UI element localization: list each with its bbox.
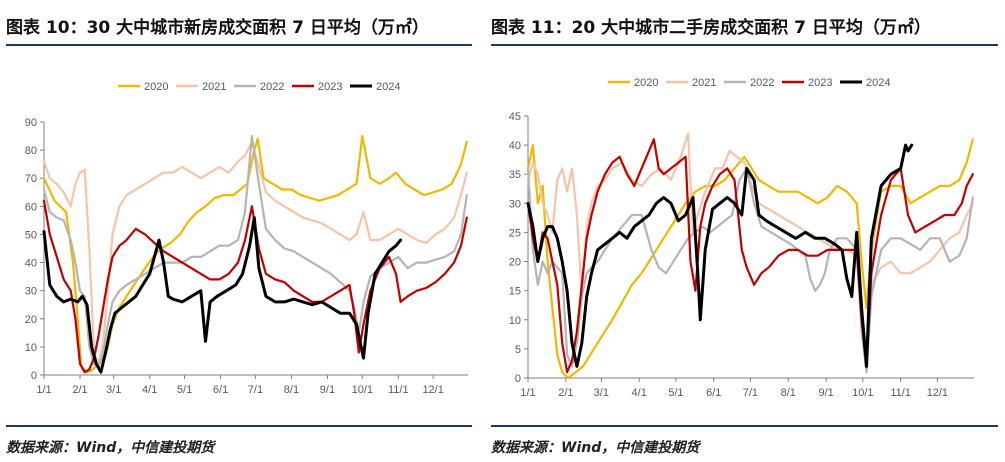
x-tick-label: 5/1 [177,384,192,396]
y-tick-label: 45 [509,111,521,123]
y-tick-label: 30 [25,286,37,298]
legend-label-2024: 2024 [866,77,890,89]
bottom-rule [491,425,998,427]
source-note: 数据来源：Wind，中信建投期货 [6,440,215,456]
y-tick-label: 15 [509,286,521,298]
y-tick-label: 60 [25,201,37,213]
y-tick-label: 90 [25,117,37,129]
x-tick-label: 1/1 [36,384,51,396]
legend-label-2022: 2022 [750,77,774,89]
y-tick-label: 50 [25,229,37,241]
chart-title: 图表 11：20 大中城市二手房成交面积 7 日平均（万㎡） [491,18,931,38]
bottom-rule [6,425,472,427]
x-tick-label: 10/1 [852,387,873,399]
title-rule [6,44,472,46]
series-line-2023 [42,199,468,374]
legend-label-2020: 2020 [634,77,658,89]
legend-label-2021: 2021 [202,81,226,93]
legend-label-2024: 2024 [376,81,400,93]
series-line-2022 [42,135,468,368]
y-tick-label: 20 [25,314,37,326]
y-tick-label: 25 [509,227,521,239]
series-line-2020 [42,135,468,374]
y-tick-label: 80 [25,145,37,157]
x-tick-label: 11/1 [890,387,911,399]
new-house-chart: 0 10 20 30 40 50 60 70 80 90 1/1 2/1 3/1 4/1 5/1 6/1 7/1… [25,81,468,396]
y-tick-label: 40 [25,258,37,270]
series-line-2021 [526,132,974,356]
x-tick-label: 9/1 [818,387,833,399]
x-tick-label: 1/1 [520,387,535,399]
legend-label-2023: 2023 [808,77,832,89]
second-hand-house-chart: 0 5 10 15 20 25 30 35 40 45 1/1 2/1 3/1 4/1 5/1 6/1 7/1 8… [509,77,974,399]
x-tick-label: 3/1 [594,387,609,399]
series-line-2023 [526,138,974,374]
x-tick-label: 6/1 [706,387,721,399]
x-tick-label: 9/1 [320,384,335,396]
y-tick-label: 5 [515,344,521,356]
source-note: 数据来源：Wind，中信建投期货 [491,440,700,456]
series-line-2024 [42,216,403,374]
legend-label-2023: 2023 [318,81,342,93]
x-tick-label: 12/1 [927,387,948,399]
y-tick-label: 35 [509,169,521,181]
legend-label-2020: 2020 [144,81,168,93]
legend-label-2021: 2021 [692,77,716,89]
x-tick-label: 5/1 [668,387,683,399]
series-line-2024 [526,143,914,368]
chart-title: 图表 10：30 大中城市新房成交面积 7 日平均（万㎡） [6,18,429,38]
x-tick-label: 12/1 [422,384,443,396]
x-tick-label: 2/1 [72,384,87,396]
y-tick-label: 10 [509,315,521,327]
title-rule [491,44,998,46]
x-tick-label: 11/1 [388,384,409,396]
x-tick-label: 10/1 [352,384,373,396]
x-tick-label: 4/1 [632,387,647,399]
x-tick-label: 4/1 [142,384,157,396]
y-tick-label: 10 [25,342,37,354]
y-tick-label: 0 [31,370,37,382]
x-tick-label: 7/1 [248,384,263,396]
series-line-2022 [526,167,974,374]
y-tick-label: 70 [25,173,37,185]
x-tick-label: 6/1 [213,384,228,396]
x-tick-label: 7/1 [743,387,758,399]
legend-label-2022: 2022 [260,81,284,93]
y-tick-label: 30 [509,198,521,210]
y-tick-label: 0 [515,373,521,385]
y-tick-label: 20 [509,257,521,269]
x-tick-label: 8/1 [284,384,299,396]
x-tick-label: 2/1 [558,387,573,399]
y-tick-label: 40 [509,140,521,152]
x-tick-label: 3/1 [106,384,121,396]
x-tick-label: 8/1 [781,387,796,399]
